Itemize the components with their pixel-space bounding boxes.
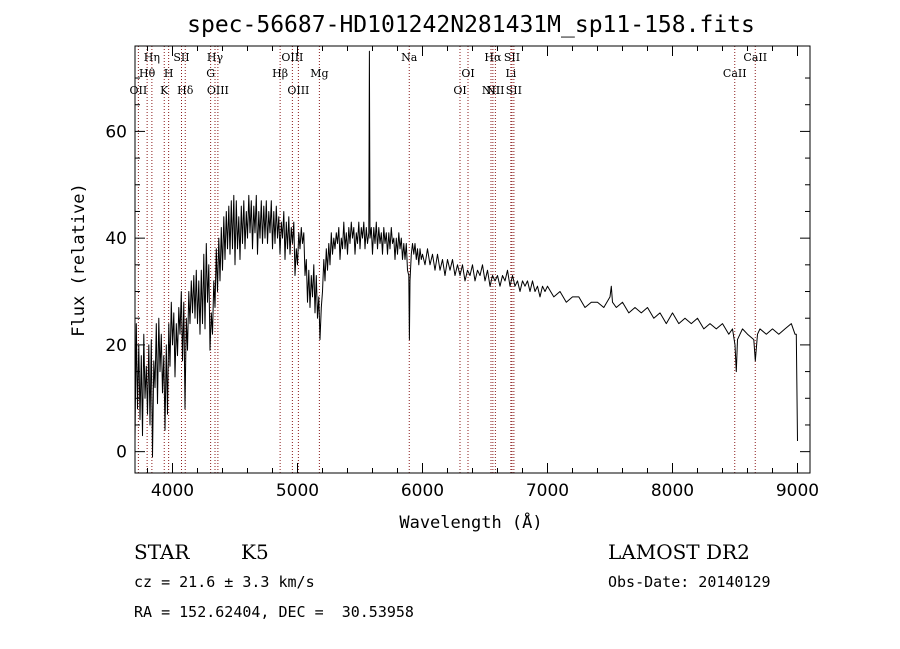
- line-label: NII: [482, 84, 500, 97]
- spectral-line-labels: OIIHθHηKHSIIHδGHγOIIIHβOIIIOIIIMgNaOIOIN…: [130, 51, 768, 97]
- axis-ticks: 4000 5000 6000 7000 8000 9000 0 20 40 60: [105, 46, 819, 501]
- x-tick-label: 6000: [401, 481, 444, 501]
- line-label: SII: [173, 51, 189, 64]
- line-label: SII: [504, 51, 520, 64]
- plot-frame: [134, 45, 811, 474]
- line-label: H: [164, 67, 174, 80]
- line-label: SII: [506, 84, 522, 97]
- line-label: Mg: [310, 67, 328, 80]
- x-tick-label: 4000: [151, 481, 194, 501]
- y-tick-label: 40: [105, 229, 127, 249]
- object-subclass: K5: [241, 540, 269, 564]
- x-axis-label: Wavelength (Å): [399, 511, 542, 533]
- line-label: Li: [505, 67, 516, 80]
- x-tick-label: 9000: [776, 481, 819, 501]
- line-label: Hβ: [272, 67, 288, 80]
- line-label: OIII: [207, 84, 229, 97]
- line-label: CaII: [723, 67, 747, 80]
- line-label: CaII: [743, 51, 767, 64]
- spectral-line-markers: [137, 46, 756, 473]
- x-tick-label: 8000: [651, 481, 694, 501]
- y-axis-label: Flux (relative): [69, 183, 89, 337]
- line-label: Na: [401, 51, 418, 64]
- line-label: OII: [130, 84, 148, 97]
- line-label: Hδ: [177, 84, 194, 97]
- line-label: G: [206, 67, 215, 80]
- line-label: K: [160, 84, 169, 97]
- line-label: Hγ: [207, 51, 224, 64]
- spectrum-line: [134, 50, 798, 458]
- y-tick-label: 60: [105, 122, 127, 142]
- line-label: OI: [461, 67, 474, 80]
- redshift-velocity: cz = 21.6 ± 3.3 km/s: [134, 573, 315, 591]
- line-label: Hα: [484, 51, 502, 64]
- observation-date: Obs-Date: 20140129: [608, 573, 771, 591]
- y-tick-label: 0: [116, 443, 127, 463]
- object-class: STAR: [134, 540, 190, 564]
- coordinates: RA = 152.62404, DEC = 30.53958: [134, 603, 414, 621]
- line-label: Hθ: [139, 67, 156, 80]
- line-label: OIII: [287, 84, 309, 97]
- survey-name: LAMOST DR2: [608, 540, 750, 564]
- chart-title: spec-56687-HD101242N281431M_sp11-158.fit…: [187, 12, 755, 38]
- x-tick-label: 5000: [276, 481, 319, 501]
- line-label: OIII: [281, 51, 303, 64]
- x-tick-label: 7000: [526, 481, 569, 501]
- line-label: OI: [453, 84, 466, 97]
- line-label: Hη: [144, 51, 160, 64]
- y-tick-label: 20: [105, 336, 127, 356]
- line-label: NII: [486, 84, 504, 97]
